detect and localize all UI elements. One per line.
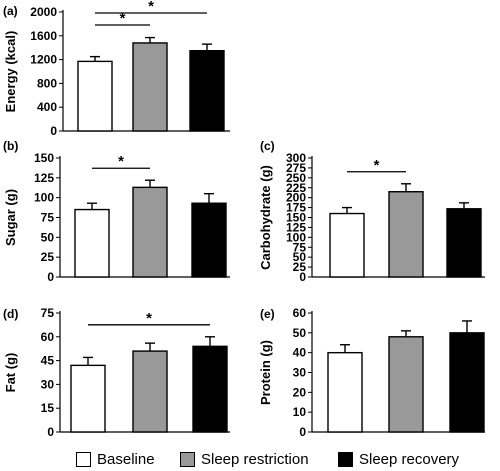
legend: Baseline Sleep restriction Sleep recover…: [0, 446, 500, 471]
y-tick-label: 25: [293, 260, 307, 274]
bar-sleep-restriction: [388, 336, 424, 433]
y-tick-label: 400: [37, 100, 57, 114]
panel-tag: (b): [3, 139, 18, 153]
y-tick-label: 300: [286, 151, 306, 165]
bar-sleep-restriction: [132, 42, 168, 132]
y-tick-label: 100: [34, 191, 54, 205]
bar-sleep-restriction: [132, 186, 168, 278]
y-tick-label: 200: [286, 191, 306, 205]
y-tick-label: 50: [293, 326, 307, 340]
legend-label-baseline: Baseline: [97, 450, 155, 468]
bar-sleep-recovery: [189, 49, 225, 132]
y-tick-label: 150: [34, 151, 54, 165]
y-tick-label: 150: [286, 211, 306, 225]
y-tick-label: 2000: [30, 5, 57, 19]
legend-item-sleep-restriction: Sleep restriction: [180, 450, 309, 468]
panel-c: (c) Carbohydrate (g) 025507510012515017520…: [258, 139, 485, 284]
y-tick-label: 275: [286, 161, 306, 175]
y-tick-label: 125: [286, 220, 306, 234]
y-axis-label: Fat (g): [3, 353, 18, 393]
y-axis-label: Protein (g): [258, 340, 273, 405]
y-tick-label: 125: [34, 171, 54, 185]
bar-baseline: [329, 212, 365, 278]
y-tick-label: 10: [293, 405, 307, 419]
y-axis-label: Energy (kcal): [3, 31, 18, 113]
panel-d: (d) Fat (g) 0 15 30 45 60 75 *: [3, 306, 230, 439]
y-tick-label: 0: [50, 124, 57, 138]
y-tick-label: 50: [293, 250, 307, 264]
legend-swatch-baseline: [76, 451, 91, 467]
panel-tag: (c): [260, 139, 275, 153]
y-tick-label: 0: [47, 425, 54, 439]
y-tick-label: 225: [286, 181, 306, 195]
bar-sleep-recovery: [449, 332, 485, 433]
panel-e: (e) Protein (g) 0 10 20 30 40 50 60: [258, 306, 485, 439]
y-tick-label: 30: [293, 366, 307, 380]
panel-tag: (e): [260, 307, 275, 321]
legend-swatch-sleep-recovery: [338, 451, 353, 467]
legend-swatch-sleep-restriction: [180, 451, 195, 467]
bar-sleep-recovery: [192, 345, 228, 433]
y-tick-label: 15: [41, 401, 55, 415]
y-tick-label: 25: [41, 250, 55, 264]
bar-sleep-restriction: [388, 191, 424, 278]
legend-item-sleep-recovery: Sleep recovery: [338, 450, 459, 468]
y-tick-label: 100: [286, 230, 306, 244]
panel-a: (a) Energy (kcal) 0 400 800 1200 1600 2000 * *: [3, 0, 230, 138]
legend-label-sleep-recovery: Sleep recovery: [359, 450, 460, 468]
y-tick-label: 0: [299, 270, 306, 284]
panel-tag: (a): [3, 4, 18, 18]
y-tick-label: 75: [293, 240, 307, 254]
y-tick-label: 1200: [30, 53, 57, 67]
bar-sleep-recovery: [191, 202, 227, 278]
y-tick-label: 75: [41, 306, 55, 320]
y-tick-label: 250: [286, 171, 306, 185]
y-tick-label: 30: [41, 377, 55, 391]
y-tick-label: 40: [293, 346, 307, 360]
y-tick-label: 20: [293, 385, 307, 399]
bar-baseline: [70, 364, 106, 433]
significance-star: *: [146, 310, 152, 327]
y-tick-label: 0: [299, 425, 306, 439]
panel-b: (b) Sugar (g) 0 25 50 75 100 125 150 *: [3, 139, 230, 284]
significance-star: *: [118, 153, 124, 170]
legend-label-sleep-restriction: Sleep restriction: [201, 450, 309, 468]
bar-baseline: [74, 208, 110, 278]
bar-baseline: [77, 60, 113, 132]
y-tick-label: 1600: [30, 29, 57, 43]
significance-star: *: [374, 157, 380, 174]
y-tick-label: 800: [37, 76, 57, 90]
y-axis-label: Carbohydrate (g): [258, 165, 273, 270]
y-axis-label: Sugar (g): [3, 189, 18, 246]
bar-sleep-recovery: [446, 208, 482, 278]
bar-sleep-restriction: [132, 350, 168, 433]
y-tick-label: 60: [41, 330, 55, 344]
y-tick-label: 60: [293, 306, 307, 320]
y-tick-label: 0: [47, 270, 54, 284]
y-tick-label: 45: [41, 354, 55, 368]
y-tick-label: 50: [41, 230, 55, 244]
y-tick-label: 175: [286, 201, 306, 215]
legend-item-baseline: Baseline: [76, 450, 155, 468]
panel-tag: (d): [3, 307, 18, 321]
y-tick-label: 75: [41, 211, 55, 225]
significance-star: *: [148, 0, 154, 15]
bar-baseline: [327, 351, 363, 433]
significance-star: *: [120, 10, 126, 27]
